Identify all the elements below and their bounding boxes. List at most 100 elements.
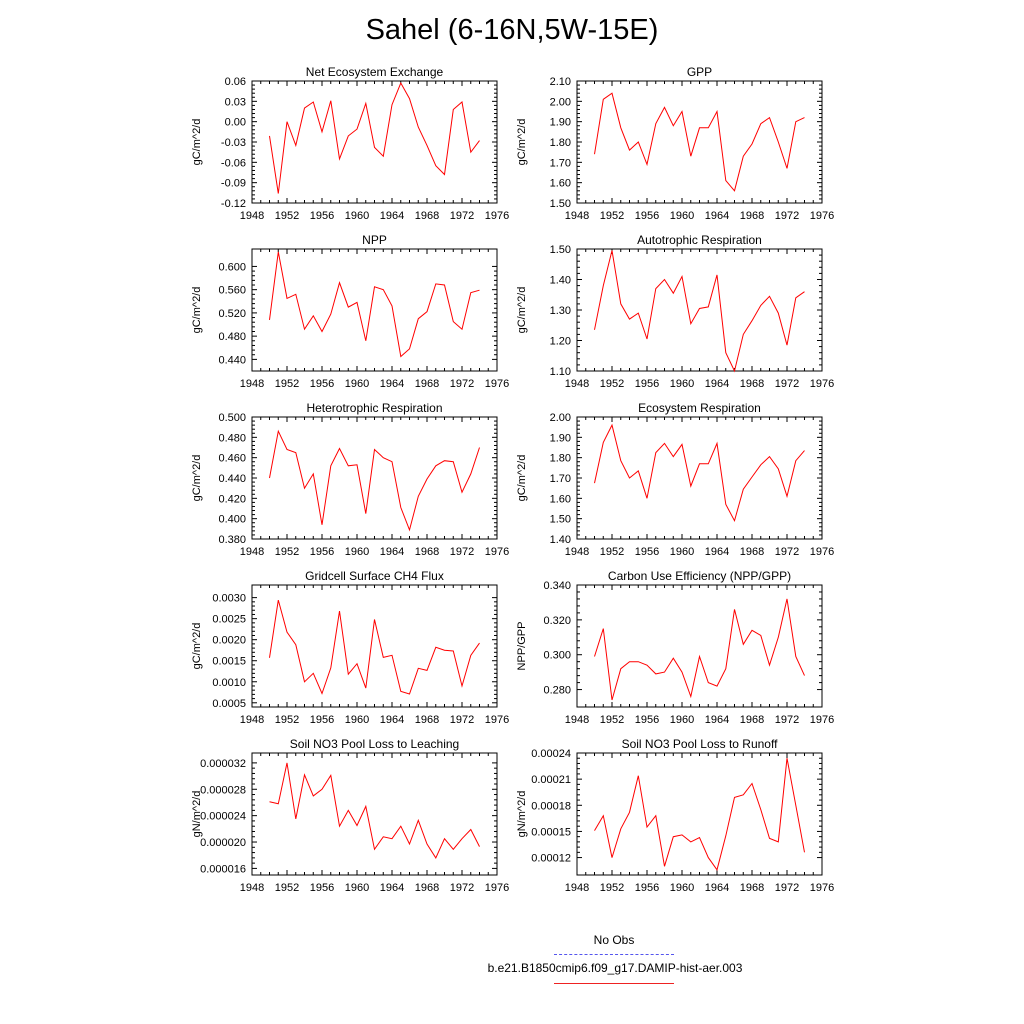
y-tick-label: 2.10 bbox=[550, 76, 571, 88]
x-tick-label: 1956 bbox=[635, 210, 659, 222]
y-tick-label: 0.420 bbox=[218, 493, 246, 505]
panel-title: Soil NO3 Pool Loss to Leaching bbox=[290, 737, 459, 751]
legend-obs-label: No Obs bbox=[593, 933, 635, 947]
y-tick-label: 1.30 bbox=[550, 305, 571, 317]
y-axis-label: gN/m^2/d bbox=[516, 791, 528, 838]
panel-9: Soil NO3 Pool Loss to Leaching 1948 1952 19… bbox=[191, 737, 509, 894]
y-tick-label: 1.70 bbox=[550, 157, 571, 169]
plot-frame bbox=[576, 248, 823, 372]
y-tick-label: 0.000032 bbox=[200, 758, 246, 770]
y-axis-label: gN/m^2/d bbox=[191, 791, 203, 838]
panel-title: Carbon Use Efficiency (NPP/GPP) bbox=[608, 569, 791, 583]
x-tick-label: 1968 bbox=[415, 210, 439, 222]
x-tick-label: 1948 bbox=[565, 882, 589, 894]
panel-1: Net Ecosystem Exchange 1948 1952 1956 1960 19… bbox=[191, 65, 509, 222]
y-axis-label: gC/m^2/d bbox=[516, 119, 528, 166]
panel-2: GPP 1948 1952 1956 1960 1964 1968 1972 1976 1.50 1… bbox=[516, 65, 834, 222]
y-tick-label: 2.00 bbox=[550, 96, 571, 108]
x-tick-label: 1976 bbox=[810, 714, 834, 726]
y-tick-label: 0.460 bbox=[218, 453, 246, 465]
x-tick-label: 1972 bbox=[450, 378, 474, 390]
x-tick-label: 1956 bbox=[635, 714, 659, 726]
panel-title: Gridcell Surface CH4 Flux bbox=[305, 569, 444, 583]
x-tick-label: 1956 bbox=[310, 546, 334, 558]
x-tick-label: 1952 bbox=[600, 882, 624, 894]
y-tick-label: 0.340 bbox=[543, 580, 571, 592]
y-axis-label: gC/m^2/d bbox=[191, 119, 203, 166]
x-tick-label: 1972 bbox=[775, 546, 799, 558]
figure-title: Sahel (6-16N,5W-15E) bbox=[365, 14, 659, 46]
x-tick-label: 1976 bbox=[810, 210, 834, 222]
panel-7: Gridcell Surface CH4 Flux 1948 1952 1956 196… bbox=[191, 569, 509, 726]
y-tick-label: 0.0020 bbox=[212, 635, 246, 647]
x-tick-label: 1948 bbox=[240, 546, 264, 558]
panel-title: Soil NO3 Pool Loss to Runoff bbox=[622, 737, 779, 751]
x-tick-label: 1964 bbox=[705, 714, 729, 726]
x-tick-label: 1976 bbox=[810, 882, 834, 894]
x-tick-label: 1948 bbox=[565, 210, 589, 222]
x-tick-label: 1952 bbox=[275, 882, 299, 894]
y-tick-label: 1.50 bbox=[550, 244, 571, 256]
y-tick-label: 0.320 bbox=[543, 615, 571, 627]
x-tick-label: 1960 bbox=[670, 378, 694, 390]
y-tick-label: 0.000024 bbox=[200, 811, 246, 823]
x-tick-label: 1968 bbox=[415, 378, 439, 390]
plot-frame bbox=[576, 416, 823, 540]
y-tick-label: 1.90 bbox=[550, 432, 571, 444]
y-tick-label: 1.70 bbox=[550, 473, 571, 485]
x-tick-label: 1964 bbox=[380, 882, 404, 894]
y-tick-label: 1.80 bbox=[550, 137, 571, 149]
series-line bbox=[594, 598, 805, 701]
y-tick-label: 1.60 bbox=[550, 178, 571, 190]
y-tick-label: 1.40 bbox=[550, 275, 571, 287]
y-tick-label: 0.000016 bbox=[200, 863, 246, 875]
y-tick-label: 0.520 bbox=[218, 308, 246, 320]
x-tick-label: 1952 bbox=[600, 378, 624, 390]
x-tick-label: 1964 bbox=[705, 210, 729, 222]
x-tick-label: 1964 bbox=[380, 714, 404, 726]
panel-title: Net Ecosystem Exchange bbox=[306, 65, 444, 79]
y-tick-label: 0.00015 bbox=[531, 826, 571, 838]
y-tick-label: 1.20 bbox=[550, 336, 571, 348]
series-line bbox=[269, 599, 480, 695]
x-tick-label: 1972 bbox=[775, 714, 799, 726]
x-tick-label: 1956 bbox=[310, 378, 334, 390]
x-tick-label: 1972 bbox=[775, 882, 799, 894]
x-tick-label: 1948 bbox=[565, 546, 589, 558]
x-tick-label: 1964 bbox=[705, 546, 729, 558]
x-tick-label: 1960 bbox=[670, 546, 694, 558]
x-tick-label: 1948 bbox=[565, 714, 589, 726]
panel-title: NPP bbox=[362, 233, 387, 247]
legend-model-label: b.e21.B1850cmip6.f09_g17.DAMIP-hist-aer.… bbox=[487, 961, 743, 975]
y-tick-label: 0.000028 bbox=[200, 784, 246, 796]
panel-title: GPP bbox=[687, 65, 712, 79]
plot-frame bbox=[251, 80, 498, 204]
panel-5: Heterotrophic Respiration 1948 1952 1956 196… bbox=[191, 401, 509, 558]
x-tick-label: 1956 bbox=[635, 882, 659, 894]
x-tick-label: 1972 bbox=[775, 210, 799, 222]
y-tick-label: 0.00018 bbox=[531, 800, 571, 812]
x-tick-label: 1972 bbox=[450, 714, 474, 726]
x-tick-label: 1972 bbox=[450, 882, 474, 894]
x-tick-label: 1952 bbox=[275, 210, 299, 222]
legend-model-line bbox=[554, 983, 674, 984]
y-tick-label: 0.440 bbox=[218, 354, 246, 366]
y-tick-label: 1.50 bbox=[550, 198, 571, 210]
series-line bbox=[269, 762, 480, 859]
x-tick-label: 1960 bbox=[345, 882, 369, 894]
y-tick-label: 0.00 bbox=[225, 117, 246, 129]
x-tick-label: 1976 bbox=[810, 378, 834, 390]
y-tick-label: -0.12 bbox=[221, 198, 246, 210]
y-tick-label: 0.400 bbox=[218, 514, 246, 526]
y-tick-label: 1.10 bbox=[550, 366, 571, 378]
x-tick-label: 1948 bbox=[565, 378, 589, 390]
series-line bbox=[269, 251, 480, 358]
plot-frame bbox=[576, 584, 823, 708]
panel-4: Autotrophic Respiration 1948 1952 1956 1960 1… bbox=[516, 233, 834, 390]
x-tick-label: 1948 bbox=[240, 210, 264, 222]
panel-title: Autotrophic Respiration bbox=[637, 233, 762, 247]
x-tick-label: 1968 bbox=[415, 546, 439, 558]
y-tick-label: 1.80 bbox=[550, 453, 571, 465]
y-tick-label: 0.300 bbox=[543, 650, 571, 662]
